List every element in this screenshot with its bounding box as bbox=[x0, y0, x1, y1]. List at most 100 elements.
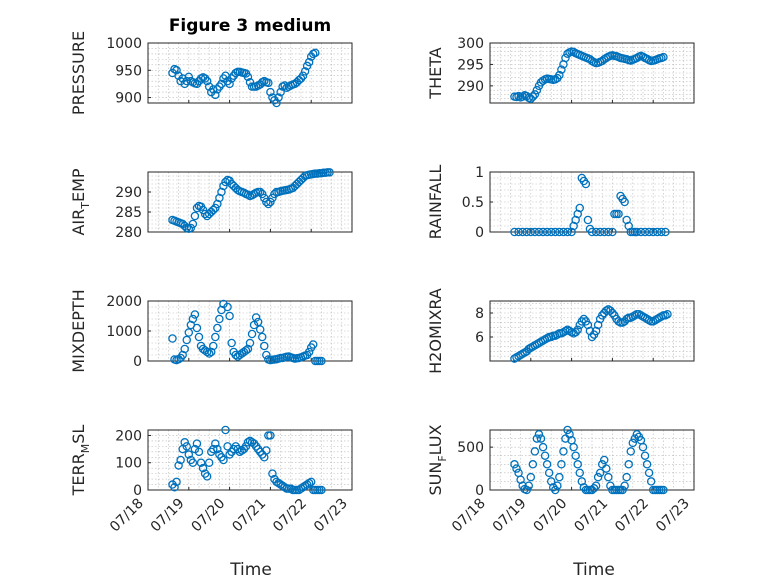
y-axis-label-rest: SL bbox=[69, 425, 88, 444]
data-point bbox=[608, 227, 617, 237]
data-point bbox=[571, 327, 580, 337]
data-point bbox=[229, 181, 238, 191]
y-tick-label: 200 bbox=[115, 428, 142, 444]
data-point bbox=[188, 314, 198, 324]
axes-box bbox=[489, 429, 695, 491]
data-point bbox=[280, 81, 289, 90]
data-point bbox=[622, 472, 631, 482]
data-point bbox=[298, 71, 308, 80]
y-tick-label: 1 bbox=[475, 165, 484, 181]
y-axis-label: MIXDEPTH bbox=[69, 289, 88, 372]
data-point bbox=[243, 72, 253, 82]
data-point bbox=[553, 481, 562, 490]
data-point bbox=[223, 302, 232, 312]
data-point bbox=[219, 181, 228, 191]
data-point bbox=[530, 90, 540, 99]
data-point bbox=[559, 447, 568, 456]
x-tick-label: 07/20 bbox=[189, 496, 229, 536]
data-point bbox=[510, 460, 519, 469]
y-tick-label: 285 bbox=[115, 205, 142, 221]
data-point bbox=[608, 308, 617, 318]
data-point bbox=[215, 314, 224, 324]
data-point bbox=[304, 478, 314, 488]
data-point bbox=[563, 425, 572, 435]
data-point bbox=[583, 215, 593, 225]
data-point bbox=[168, 334, 177, 343]
data-point bbox=[591, 481, 601, 490]
data-point bbox=[260, 193, 269, 203]
data-point bbox=[231, 350, 240, 360]
data-point bbox=[262, 197, 271, 207]
x-tick-label: 07/20 bbox=[531, 496, 571, 536]
data-point bbox=[638, 52, 648, 61]
y-tick-label: 280 bbox=[115, 225, 142, 241]
y-axis-label-main: SUN bbox=[426, 462, 445, 496]
data-point bbox=[563, 227, 572, 237]
y-tick-label: 6 bbox=[475, 330, 484, 346]
data-point bbox=[636, 227, 646, 237]
axes-box bbox=[489, 300, 695, 362]
data-point bbox=[255, 325, 265, 334]
data-point bbox=[204, 349, 214, 358]
data-point bbox=[255, 187, 265, 197]
data-point bbox=[526, 227, 536, 237]
x-tick-label: 07/22 bbox=[612, 496, 652, 536]
data-point bbox=[260, 341, 269, 351]
data-point bbox=[573, 325, 582, 335]
data-point bbox=[317, 356, 326, 366]
data-point bbox=[172, 66, 181, 75]
subplot-pressure: 900 950 1000 PRESSURE bbox=[69, 31, 353, 115]
data-point bbox=[599, 455, 609, 465]
subplot-rainfall: 0 0.5 1 RAINFALL bbox=[426, 165, 695, 241]
x-tick-label: 07/22 bbox=[270, 496, 310, 536]
data-point bbox=[264, 199, 273, 209]
x-tick-label: 07/18 bbox=[107, 496, 147, 536]
data-point bbox=[544, 468, 554, 478]
data-point bbox=[534, 430, 544, 439]
data-point bbox=[280, 483, 289, 492]
y-tick-label: 290 bbox=[115, 185, 142, 201]
data-point bbox=[276, 87, 285, 97]
y-axis-label: H2OMIXRA bbox=[426, 288, 445, 374]
data-point bbox=[646, 477, 656, 486]
data-point bbox=[518, 92, 527, 101]
data-point bbox=[176, 455, 185, 465]
data-point bbox=[186, 223, 196, 233]
data-point bbox=[642, 54, 652, 64]
data-point bbox=[624, 460, 633, 469]
data-point bbox=[657, 227, 666, 237]
y-tick-label: 500 bbox=[457, 440, 484, 456]
data-point bbox=[604, 472, 613, 482]
data-point bbox=[264, 78, 273, 88]
data-point bbox=[659, 485, 668, 495]
data-point bbox=[606, 306, 615, 315]
y-tick-label: 0 bbox=[133, 483, 142, 499]
data-point bbox=[300, 67, 310, 76]
data-point bbox=[241, 346, 251, 355]
data-point bbox=[180, 438, 189, 447]
data-point bbox=[620, 481, 629, 490]
data-point bbox=[542, 460, 552, 469]
y-axis-label: SUNFLUX bbox=[426, 424, 449, 495]
data-point bbox=[557, 460, 566, 469]
data-point bbox=[247, 329, 257, 339]
y-axis-label-subscript: T bbox=[79, 202, 92, 210]
data-point bbox=[595, 227, 605, 237]
data-point bbox=[202, 76, 212, 86]
data-point bbox=[591, 227, 601, 237]
data-point bbox=[530, 227, 540, 237]
data-point bbox=[542, 227, 552, 237]
data-point bbox=[225, 79, 234, 89]
data-point bbox=[188, 458, 198, 467]
data-point bbox=[618, 485, 627, 495]
data-point bbox=[512, 464, 521, 473]
y-axis-label-main: TERR bbox=[69, 453, 88, 496]
data-point bbox=[268, 469, 277, 478]
data-point bbox=[211, 90, 220, 100]
y-tick-label: 0 bbox=[475, 225, 484, 241]
data-point bbox=[514, 227, 523, 237]
data-point bbox=[253, 317, 263, 327]
y-tick-label: 0 bbox=[133, 354, 142, 370]
